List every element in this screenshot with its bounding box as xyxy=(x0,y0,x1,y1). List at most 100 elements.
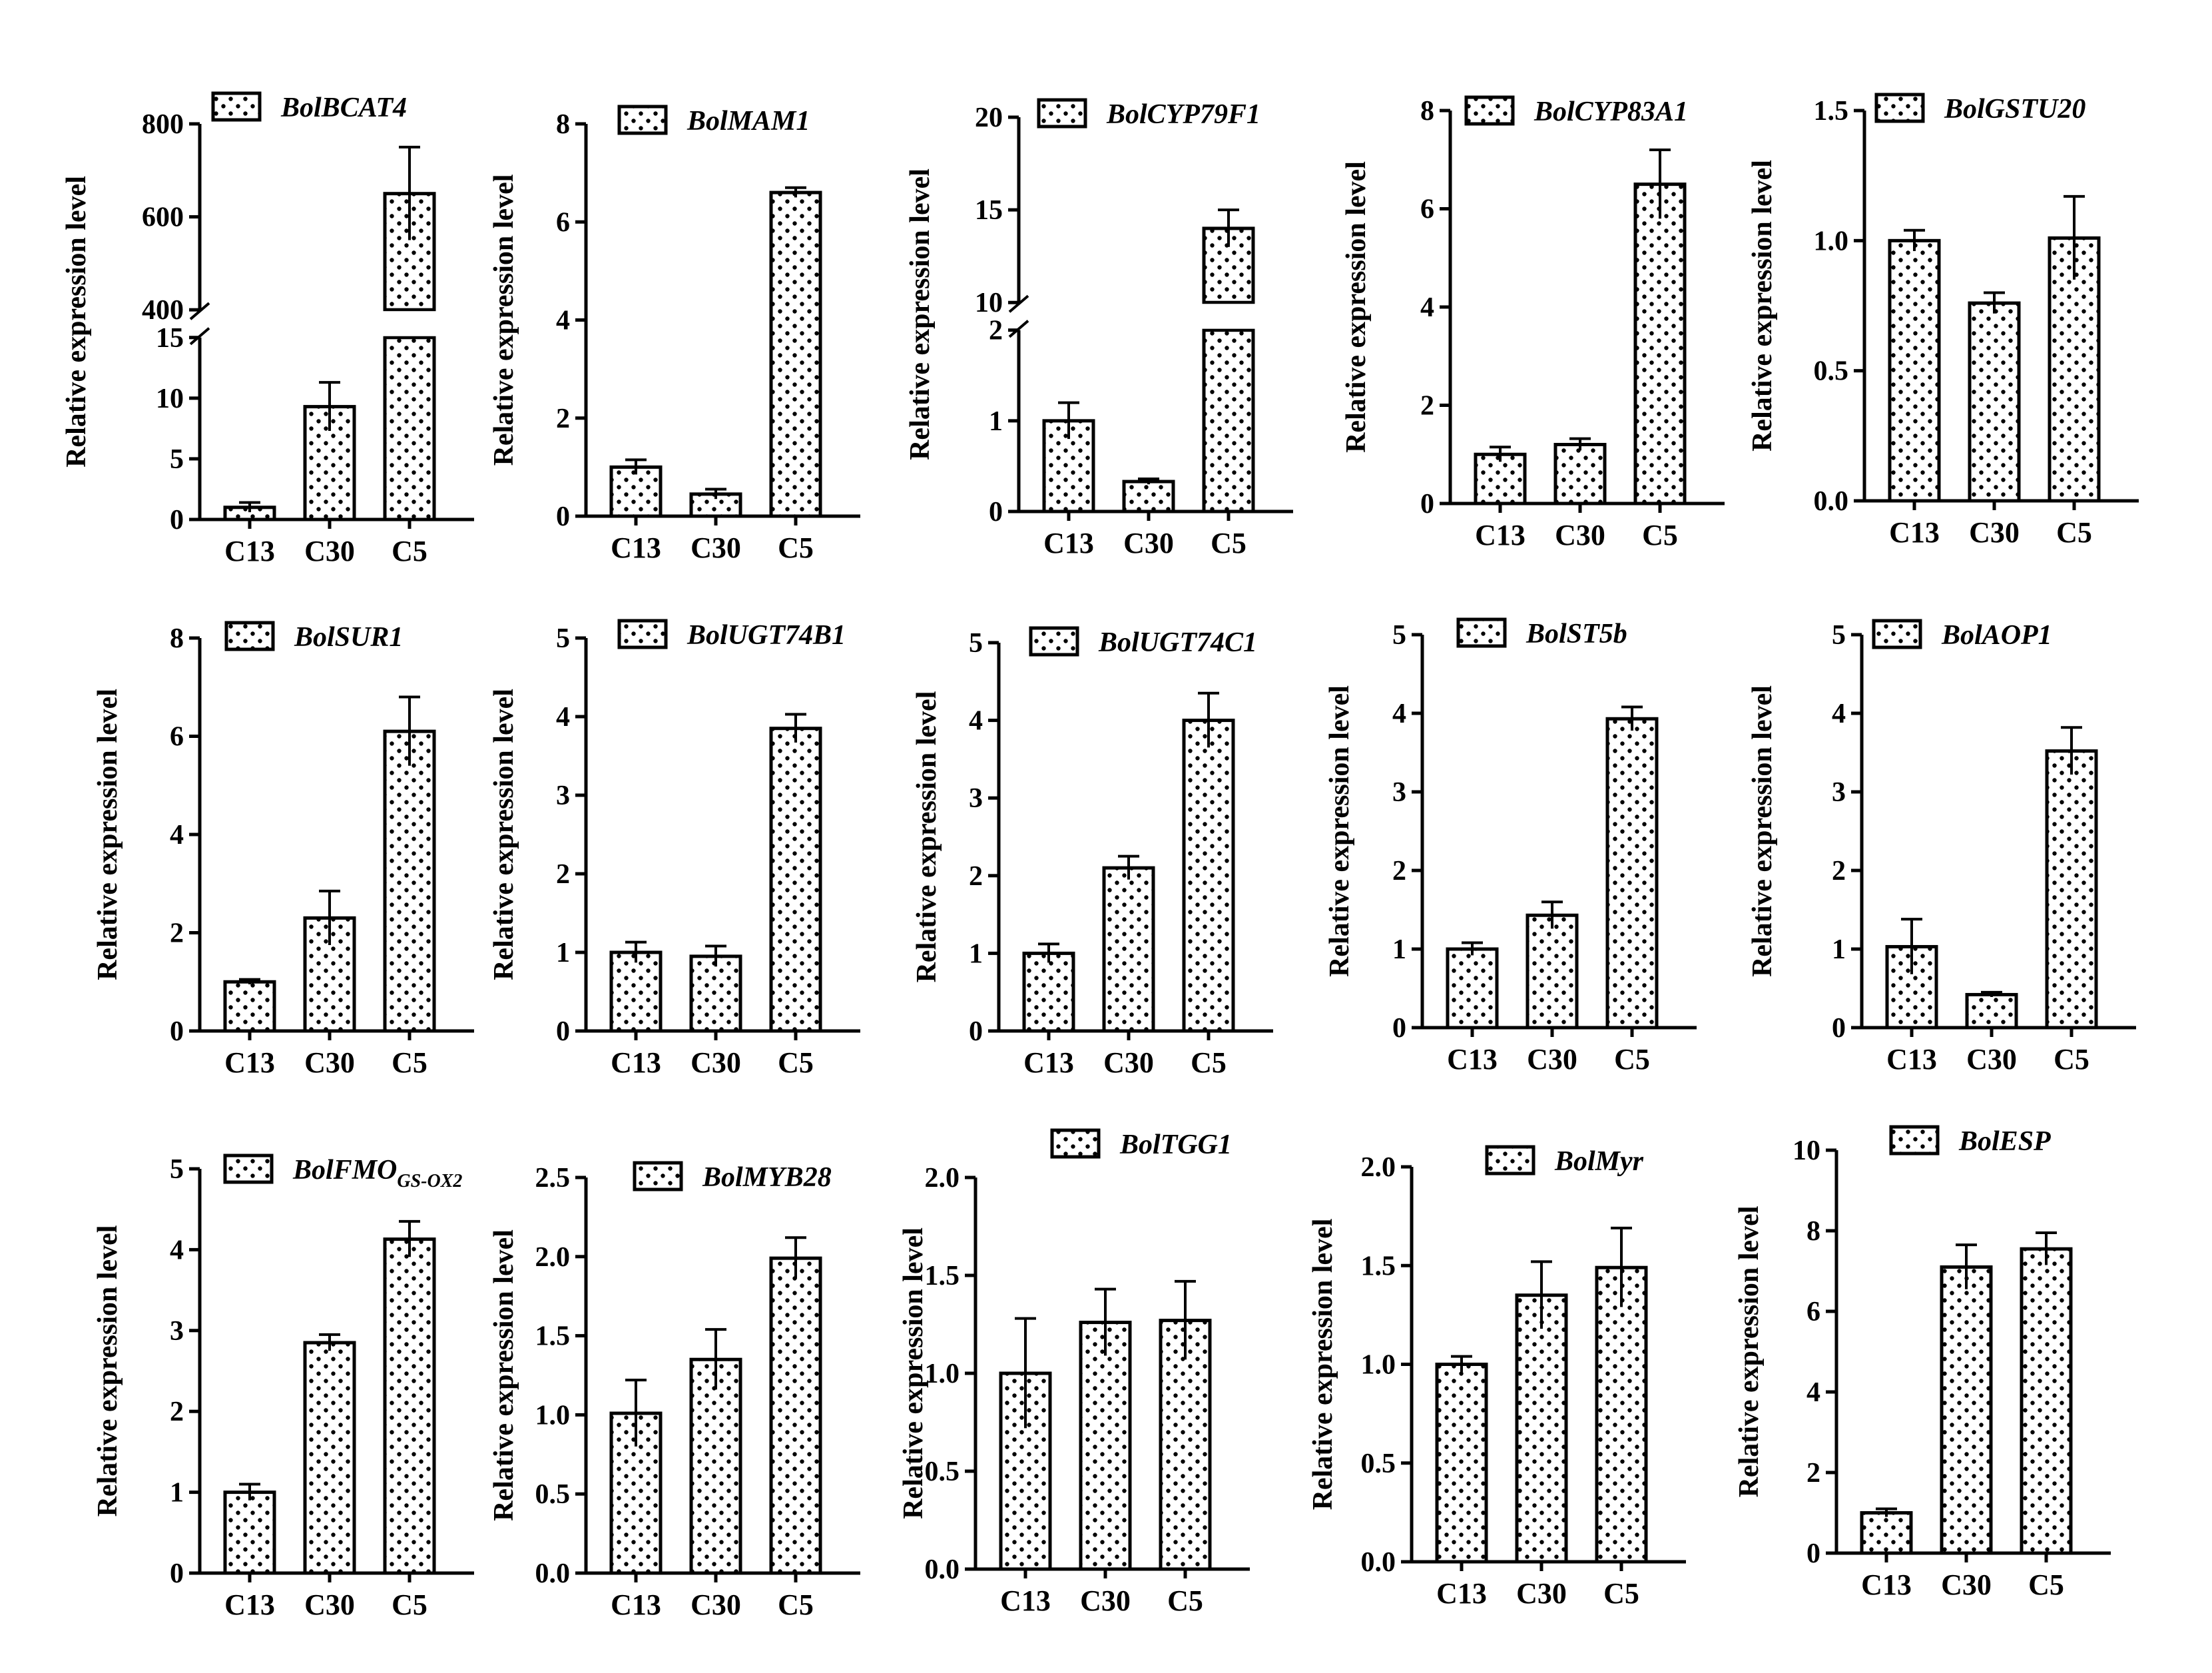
bar xyxy=(383,336,436,521)
y-tick-label: 0 xyxy=(170,505,184,535)
y-tick-label: 4 xyxy=(969,706,983,737)
bar xyxy=(1202,328,1255,513)
y-tick-label: 1 xyxy=(989,406,1003,437)
y-axis-label: Relative expression level xyxy=(489,1229,519,1521)
y-tick-label: 5 xyxy=(1392,620,1406,651)
bar xyxy=(383,729,436,1033)
x-tick-label: C30 xyxy=(691,1588,741,1621)
x-tick-label: C13 xyxy=(611,1588,661,1621)
bar xyxy=(1122,480,1175,513)
bar xyxy=(1633,182,1687,505)
bar xyxy=(303,1341,356,1575)
legend-subscript: GS-OX2 xyxy=(397,1171,462,1191)
y-tick-label: 0 xyxy=(1806,1538,1820,1569)
y-tick-label: 2 xyxy=(989,316,1003,346)
bar xyxy=(1102,866,1155,1033)
y-tick-label: 5 xyxy=(170,1154,184,1185)
y-tick-label: 2 xyxy=(556,859,570,890)
x-tick-label: C5 xyxy=(392,535,427,567)
chart-panel: 0.0 0.5 1.0 1.5 C13 C30 C5 Relative expression … xyxy=(1747,93,2139,549)
y-tick-label: 6 xyxy=(556,207,570,238)
x-tick-label: C13 xyxy=(1023,1046,1074,1079)
bar xyxy=(609,950,663,1033)
y-axis-label: Relative expression level xyxy=(1747,160,1778,452)
y-tick-label: 5 xyxy=(556,623,570,654)
y-tick-label: 1 xyxy=(170,1478,184,1508)
chart-panel: 0.0 0.5 1.0 1.5 2.0 2.5 C13 C30 C5 Relative expre… xyxy=(489,1161,860,1621)
x-tick-label: C13 xyxy=(224,1046,275,1079)
x-tick-label: C13 xyxy=(611,531,661,564)
x-tick-label: C5 xyxy=(2056,516,2092,549)
y-tick-label: 8 xyxy=(170,623,184,654)
legend-swatch xyxy=(617,619,668,649)
bar xyxy=(689,954,742,1033)
y-tick-label: 800 xyxy=(142,109,184,140)
legend-label: BolTGG1 xyxy=(1119,1130,1232,1160)
y-tick-label: 0.0 xyxy=(925,1554,960,1585)
bar-gap xyxy=(383,311,436,336)
legend-label: BolGSTU20 xyxy=(1944,94,2085,125)
chart-panel: 0 2 4 6 8 10 C13 C30 C5 Relative expression level… xyxy=(1734,1125,2111,1601)
x-tick-label: C30 xyxy=(1527,1043,1577,1076)
y-tick-label: 0 xyxy=(556,1016,570,1047)
y-tick-label: 8 xyxy=(1420,96,1434,127)
y-tick-label: 2 xyxy=(170,918,184,949)
y-tick-label: 1.5 xyxy=(1361,1251,1396,1281)
y-tick-label: 3 xyxy=(556,781,570,811)
bar xyxy=(769,190,822,518)
y-tick-label: 1.0 xyxy=(535,1400,571,1431)
y-tick-label: 2.5 xyxy=(535,1163,571,1193)
y-axis-label: Relative expression level xyxy=(1734,1206,1765,1498)
y-tick-label: 4 xyxy=(170,1235,184,1265)
bar xyxy=(223,1491,276,1575)
bar xyxy=(1435,1363,1488,1564)
x-tick-label: C30 xyxy=(691,531,741,564)
y-axis-label: Relative expression level xyxy=(912,691,942,983)
legend-swatch xyxy=(1464,95,1515,126)
bar-gap xyxy=(1202,304,1255,329)
y-tick-label: 1 xyxy=(1392,934,1406,965)
x-tick-label: C13 xyxy=(1889,516,1940,549)
legend-swatch xyxy=(1872,619,1922,649)
legend-label: BolCYP79F1 xyxy=(1106,99,1260,130)
y-tick-label: 600 xyxy=(142,202,184,233)
bar xyxy=(1605,717,1659,1030)
legend-swatch xyxy=(1485,1145,1535,1175)
y-tick-label: 6 xyxy=(1420,194,1434,225)
x-tick-label: C5 xyxy=(1211,527,1246,559)
y-axis-label: Relative expression level xyxy=(489,689,519,980)
bar xyxy=(1079,1321,1132,1571)
x-tick-label: C5 xyxy=(2028,1568,2064,1601)
bar xyxy=(1888,238,1941,503)
y-tick-label: 8 xyxy=(556,109,570,140)
chart-panel: 0.0 0.5 1.0 1.5 2.0 C13 C30 C5 Relative expressi… xyxy=(898,1128,1250,1617)
y-tick-label: 1.5 xyxy=(1814,96,1849,127)
chart-panel: 0.0 0.5 1.0 1.5 2.0 C13 C30 C5 Relative expressi… xyxy=(1308,1145,1686,1610)
y-tick-label: 2 xyxy=(1832,856,1846,886)
x-tick-label: C5 xyxy=(778,531,814,564)
y-axis-label: Relative expression level xyxy=(93,689,123,980)
x-tick-label: C13 xyxy=(611,1046,661,1079)
x-tick-label: C5 xyxy=(2054,1043,2089,1076)
bar xyxy=(1525,913,1579,1030)
y-tick-label: 4 xyxy=(556,306,570,336)
x-tick-label: C5 xyxy=(1614,1043,1650,1076)
y-tick-label: 2 xyxy=(1420,391,1434,422)
y-tick-label: 10 xyxy=(1793,1136,1820,1166)
legend-swatch xyxy=(1889,1125,1940,1156)
y-axis-label: Relative expression level xyxy=(1341,161,1372,453)
y-tick-label: 4 xyxy=(170,820,184,850)
x-tick-label: C13 xyxy=(224,535,275,567)
chart-panel: 0 2 4 6 8 C13 C30 C5 Relative expression level Bo… xyxy=(93,621,474,1079)
bar xyxy=(1446,947,1499,1030)
x-tick-label: C30 xyxy=(1103,1046,1154,1079)
bar xyxy=(1553,443,1607,505)
y-tick-label: 3 xyxy=(1832,777,1846,808)
x-tick-label: C30 xyxy=(1555,519,1605,551)
y-tick-label: 15 xyxy=(975,195,1003,226)
bar xyxy=(2045,749,2098,1030)
y-tick-label: 6 xyxy=(1806,1297,1820,1327)
y-tick-label: 20 xyxy=(975,103,1003,133)
